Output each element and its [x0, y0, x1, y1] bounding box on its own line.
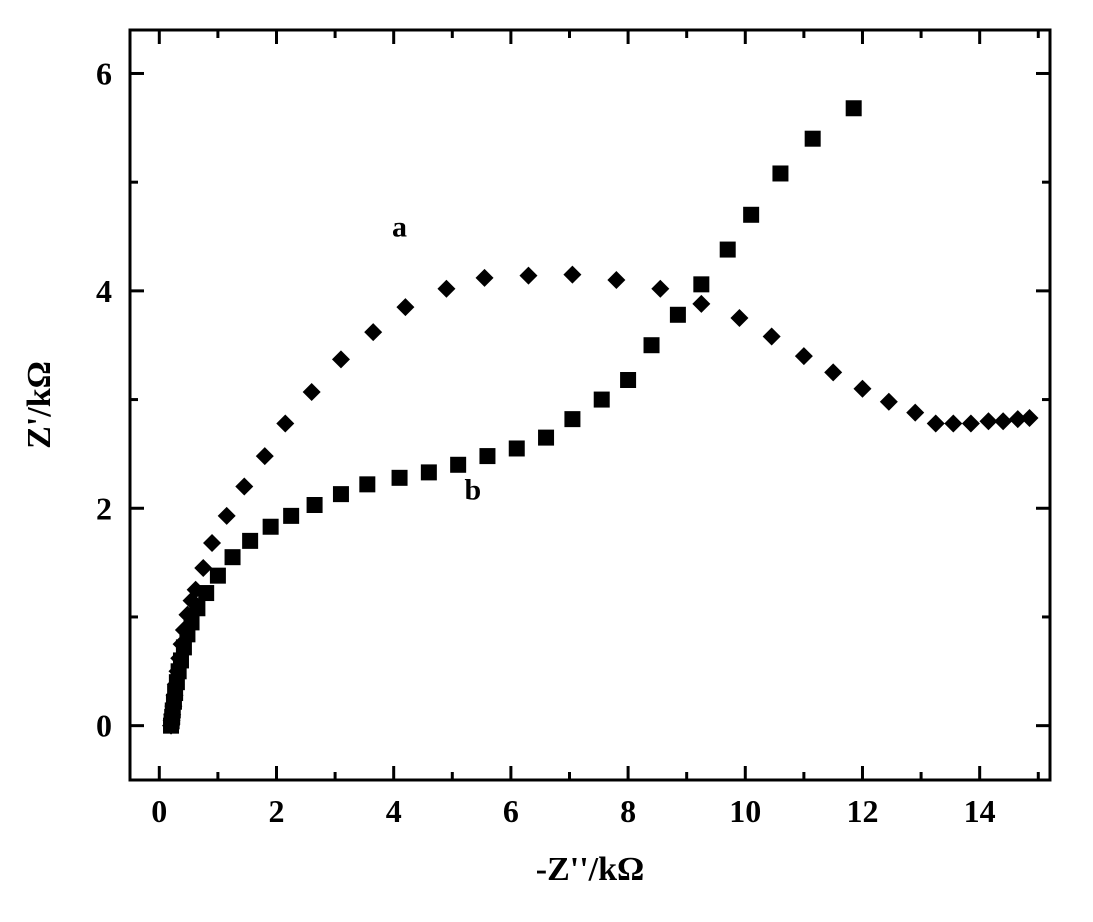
series-label-b: b: [464, 474, 481, 507]
svg-text:12: 12: [846, 793, 878, 829]
svg-text:0: 0: [96, 708, 112, 744]
svg-text:6: 6: [503, 793, 519, 829]
x-axis-title: -Z''/kΩ: [536, 851, 644, 888]
svg-text:4: 4: [96, 273, 112, 309]
svg-text:8: 8: [620, 793, 636, 829]
svg-text:6: 6: [96, 55, 112, 91]
svg-text:2: 2: [268, 793, 284, 829]
y-axis-title: Z'/kΩ: [21, 361, 58, 449]
svg-text:14: 14: [964, 793, 996, 829]
chart-canvas: 0 2 4 6 8 10 12 14 0 2 4 6 -Z''/kΩ Z'/kΩ a b: [0, 0, 1093, 922]
svg-text:0: 0: [151, 793, 167, 829]
series-label-a: a: [392, 211, 407, 244]
svg-text:2: 2: [96, 490, 112, 526]
svg-text:4: 4: [386, 793, 402, 829]
svg-text:10: 10: [729, 793, 761, 829]
nyquist-chart: 0 2 4 6 8 10 12 14 0 2 4 6 -Z''/kΩ Z'/kΩ a b: [0, 0, 1093, 922]
